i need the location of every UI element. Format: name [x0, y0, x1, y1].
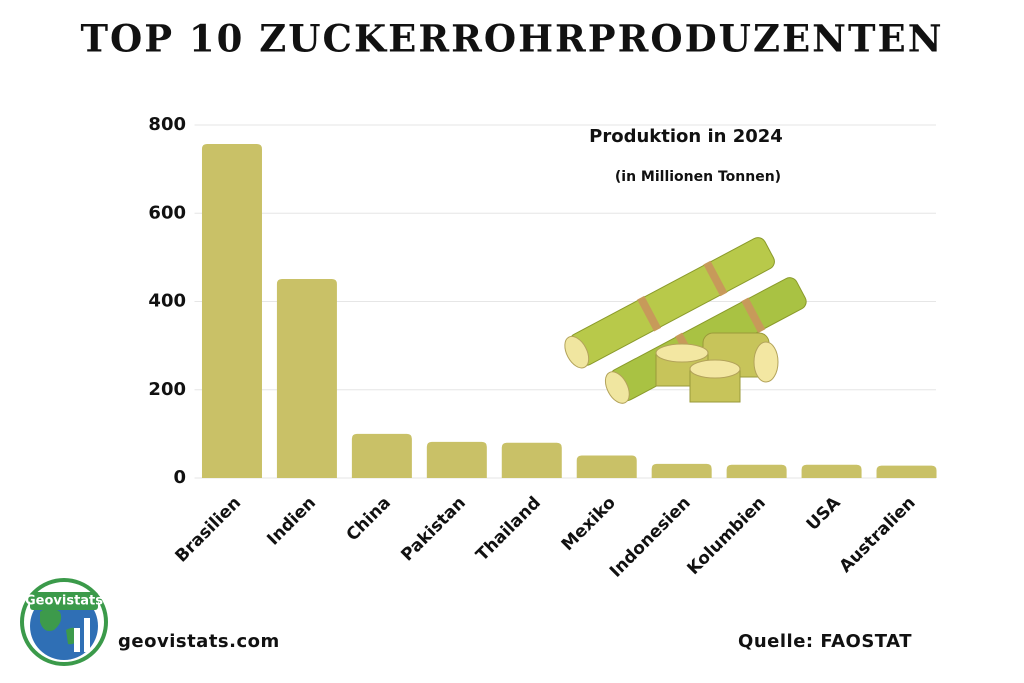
y-tick-label: 200	[148, 379, 186, 400]
bar	[576, 455, 637, 478]
unit-note: (in Millionen Tonnen)	[615, 169, 781, 185]
x-tick-label: Mexiko	[558, 493, 620, 555]
x-tick-label: USA	[803, 492, 845, 534]
bar	[501, 442, 562, 478]
bar	[726, 464, 787, 478]
bar	[426, 441, 487, 478]
y-tick-label: 400	[148, 291, 186, 312]
source: Quelle: FAOSTAT	[738, 631, 912, 652]
x-tick-label: China	[343, 493, 395, 545]
bar	[201, 143, 262, 478]
chart-subtitle: Produktion in 2024	[589, 126, 783, 147]
website: geovistats.com	[118, 631, 280, 652]
y-tick-label: 0	[173, 467, 186, 488]
bar	[801, 464, 862, 478]
logo-text: Geovistats	[25, 594, 103, 609]
bar	[351, 433, 412, 478]
chart-title: TOP 10 ZUCKERROHRPRODUZENTEN	[80, 17, 943, 61]
sugarcane-illustration	[564, 237, 807, 404]
x-tick-label: Indien	[263, 493, 320, 550]
x-tick-label: Pakistan	[397, 493, 469, 565]
x-tick-label: Thailand	[472, 493, 545, 566]
bar	[651, 463, 712, 478]
logo: Geovistats	[20, 578, 108, 666]
x-tick-label: Indonesien	[606, 493, 695, 582]
x-tick-label: Australien	[836, 493, 920, 577]
x-tick-label: Brasilien	[171, 493, 245, 567]
y-tick-label: 800	[148, 114, 186, 135]
x-tick-label: Kolumbien	[684, 493, 770, 579]
bar	[876, 465, 937, 478]
y-tick-label: 600	[148, 202, 186, 223]
bar	[276, 278, 337, 478]
